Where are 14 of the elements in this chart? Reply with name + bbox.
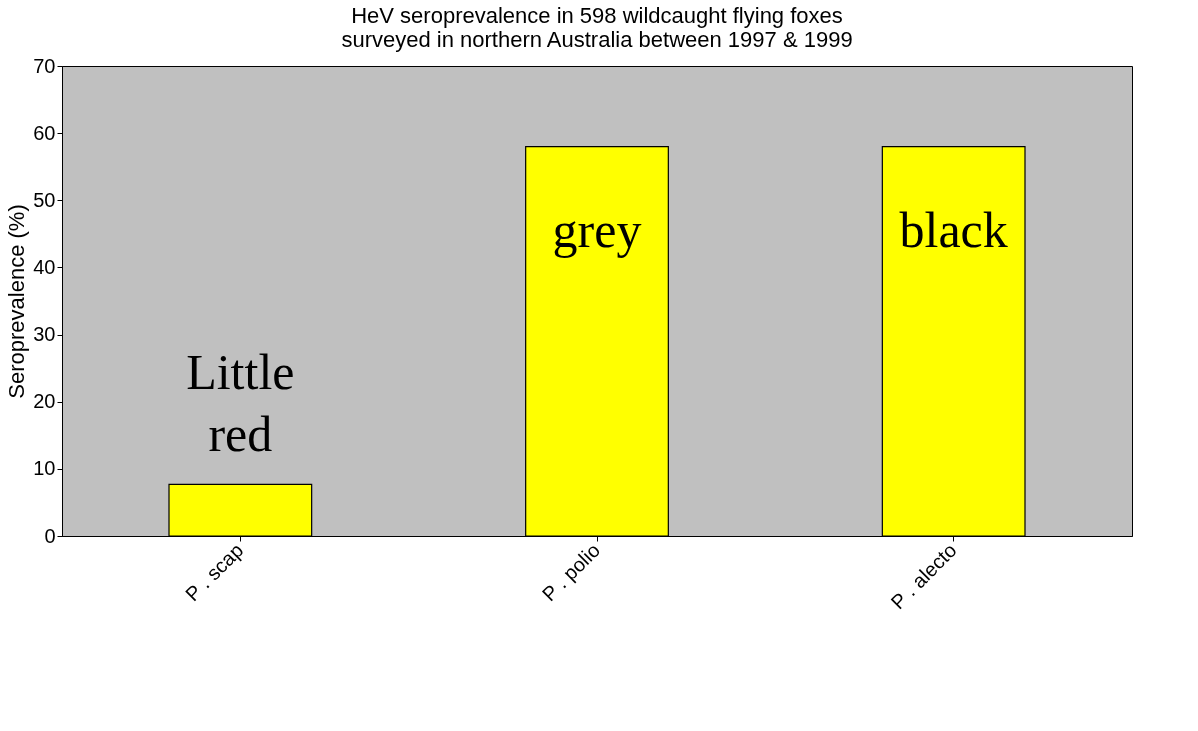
y-tick-label: 70 xyxy=(33,54,56,77)
annotation: grey xyxy=(552,201,642,258)
y-tick-label: 30 xyxy=(33,323,56,346)
y-tick-label: 60 xyxy=(33,121,56,144)
y-tick-label: 50 xyxy=(33,188,56,211)
y-tick-label: 10 xyxy=(33,457,56,480)
y-tick-label: 0 xyxy=(44,524,56,547)
x-tick-label: P . scap xyxy=(181,539,248,606)
chart-title: HeV seroprevalence in 598 wildcaught flying foxes surveyed in northern Australia between 1997 & 1999 xyxy=(341,3,853,52)
y-axis-title: Seroprevalence (%) xyxy=(4,204,30,399)
annotation: Little red xyxy=(186,344,295,463)
annotation: black xyxy=(899,201,1008,258)
y-tick-label: 40 xyxy=(33,255,56,278)
y-tick-label: 20 xyxy=(33,390,56,413)
